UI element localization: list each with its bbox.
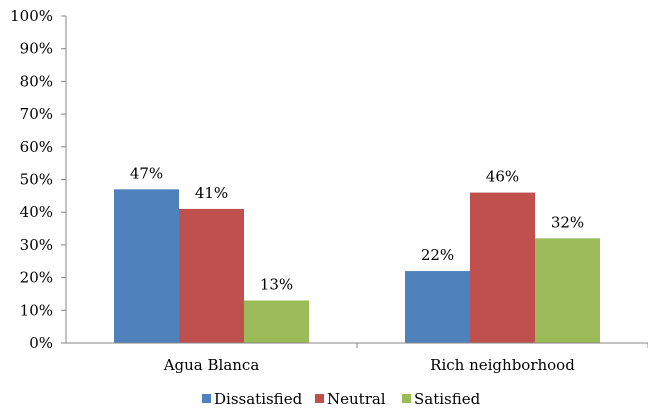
y-tick-label: 100% bbox=[10, 7, 53, 25]
data-label: 13% bbox=[260, 275, 293, 293]
data-label: 46% bbox=[486, 168, 519, 186]
y-tick-label: 20% bbox=[20, 269, 53, 287]
legend-swatch bbox=[202, 394, 211, 403]
legend-label: Neutral bbox=[327, 390, 386, 407]
bar bbox=[405, 271, 470, 343]
bar bbox=[179, 208, 244, 343]
bar bbox=[470, 192, 535, 343]
y-tick-label: 40% bbox=[20, 203, 53, 221]
y-tick-label: 90% bbox=[20, 40, 53, 58]
category-labels-group: Agua Blanca Rich neighborhood bbox=[163, 356, 576, 374]
y-tick-label: 80% bbox=[20, 72, 53, 90]
bar bbox=[535, 238, 600, 343]
y-tick-label: 0% bbox=[29, 334, 53, 352]
y-tick-label: 60% bbox=[20, 138, 53, 156]
y-ticks-group: 0% 10% 20% 30% 40% 50% 60% 70% 80% 90% 100% bbox=[10, 7, 66, 352]
data-label: 41% bbox=[195, 184, 228, 202]
y-tick-label: 50% bbox=[20, 171, 53, 189]
legend-swatch bbox=[315, 394, 324, 403]
legend-label: Dissatisfied bbox=[214, 390, 303, 407]
data-label: 22% bbox=[421, 246, 454, 264]
legend-swatch bbox=[402, 394, 411, 403]
category-label: Agua Blanca bbox=[163, 356, 260, 374]
y-tick-label: 70% bbox=[20, 105, 53, 123]
y-tick-label: 10% bbox=[20, 301, 53, 319]
y-tick-label: 30% bbox=[20, 236, 53, 254]
legend-label: Satisfied bbox=[414, 390, 481, 407]
data-label: 32% bbox=[551, 213, 584, 231]
bar bbox=[244, 300, 309, 343]
bar bbox=[114, 189, 179, 343]
bars-group bbox=[114, 189, 600, 343]
data-label: 47% bbox=[130, 164, 163, 182]
legend: Dissatisfied Neutral Satisfied bbox=[202, 390, 481, 408]
category-label: Rich neighborhood bbox=[430, 356, 575, 374]
data-labels-group: 47% 41% 13% 22% 46% 32% bbox=[130, 164, 584, 293]
